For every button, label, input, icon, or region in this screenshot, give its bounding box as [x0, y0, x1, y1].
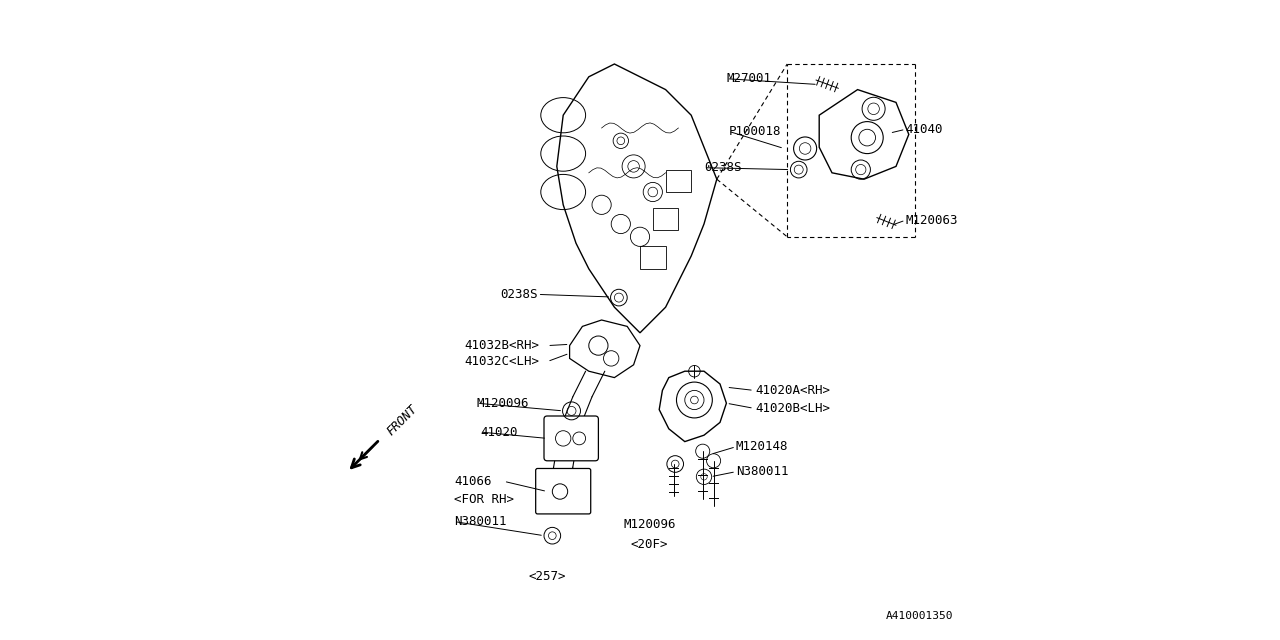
Text: <20F>: <20F>: [631, 538, 668, 550]
PathPatch shape: [570, 320, 640, 378]
Bar: [653, 208, 678, 230]
Text: 41040: 41040: [906, 123, 943, 136]
Text: 41020: 41020: [480, 426, 517, 438]
Text: P100018: P100018: [728, 125, 781, 138]
Text: 0238S: 0238S: [704, 161, 741, 174]
PathPatch shape: [659, 371, 727, 442]
Text: A410001350: A410001350: [886, 611, 954, 621]
Bar: [640, 246, 666, 269]
FancyBboxPatch shape: [536, 468, 591, 514]
Text: M120063: M120063: [906, 214, 959, 227]
PathPatch shape: [819, 90, 909, 179]
Text: M120096: M120096: [623, 518, 676, 531]
Text: 41020A<RH>: 41020A<RH>: [755, 384, 831, 397]
Text: 41020B<LH>: 41020B<LH>: [755, 402, 831, 415]
Text: <257>: <257>: [529, 570, 566, 582]
Text: M120148: M120148: [736, 440, 788, 453]
FancyBboxPatch shape: [544, 416, 599, 461]
Text: <FOR RH>: <FOR RH>: [454, 493, 515, 506]
Bar: [666, 170, 691, 192]
Text: N380011: N380011: [736, 465, 788, 478]
Text: 41032B<RH>: 41032B<RH>: [465, 339, 539, 352]
Text: FRONT: FRONT: [384, 403, 420, 438]
Text: M120096: M120096: [477, 397, 530, 410]
Text: 0238S: 0238S: [500, 288, 538, 301]
Text: 41066: 41066: [454, 475, 492, 488]
PathPatch shape: [557, 64, 717, 333]
Text: M27001: M27001: [727, 72, 772, 85]
Text: N380011: N380011: [454, 515, 507, 528]
Text: 41032C<LH>: 41032C<LH>: [465, 355, 539, 368]
